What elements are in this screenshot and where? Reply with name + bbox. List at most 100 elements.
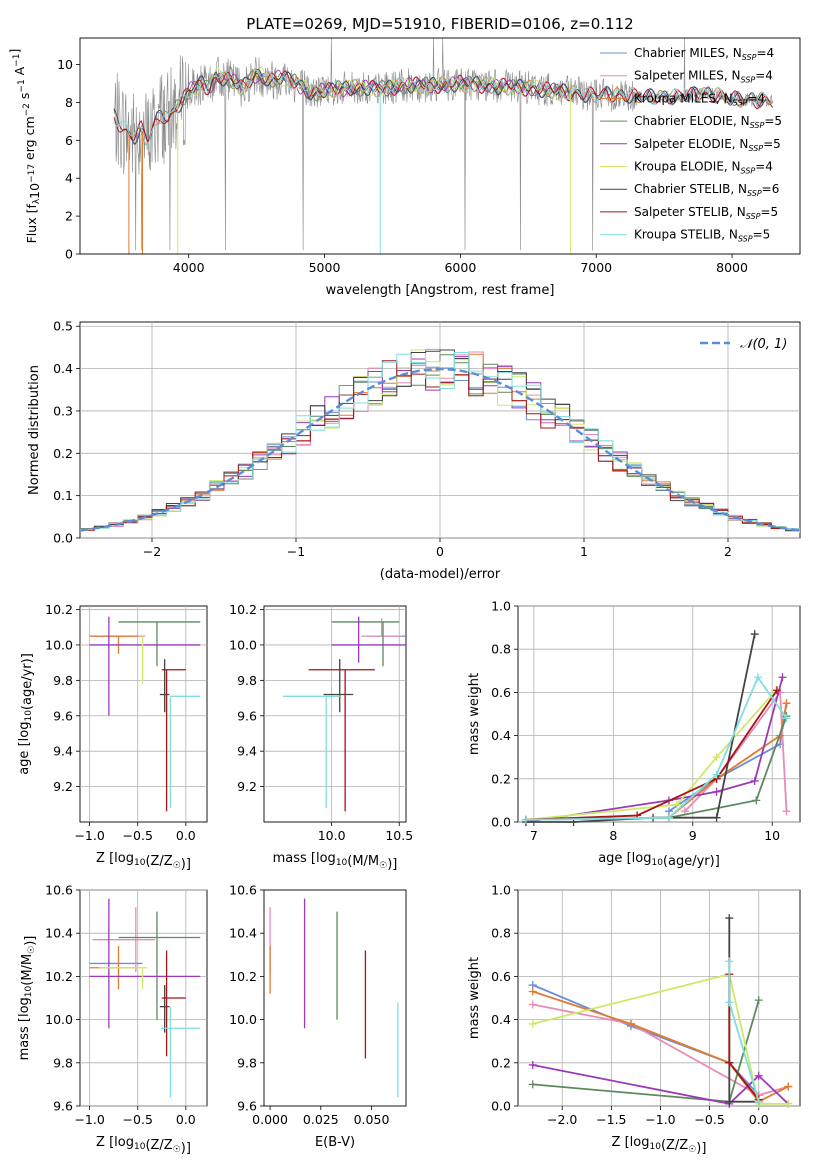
- x-tick-label: −2.0: [547, 1112, 577, 1127]
- weight-marker: [750, 630, 759, 639]
- y-tick-label: 10.4: [45, 926, 73, 941]
- gaussian-curve: [80, 367, 800, 532]
- weight-line: [525, 675, 788, 821]
- weight-lines: [528, 914, 793, 1108]
- axes-frame: [79, 605, 208, 823]
- weight-marker: [772, 686, 781, 695]
- y-tick-label: 9.4: [237, 744, 257, 759]
- x-axis-label: Z [log10(Z/Z☉)]: [96, 851, 191, 872]
- y-tick-label: 0.0: [53, 531, 73, 546]
- spectrum-data-line: [113, 38, 773, 251]
- y-tick-label: 8: [65, 95, 73, 110]
- weight-marker: [528, 987, 537, 996]
- x-tick-label: 0.0: [176, 828, 196, 843]
- y-tick-label: 0.4: [53, 361, 73, 376]
- weight-lines: [521, 630, 791, 826]
- y-tick-label: 0.6: [491, 969, 511, 984]
- weight-marker: [528, 1080, 537, 1089]
- x-tick-label: 8: [609, 828, 617, 843]
- weight-marker: [528, 1060, 537, 1069]
- x-tick-label: −1.0: [74, 1112, 104, 1127]
- y-tick-label: 10.2: [45, 602, 73, 617]
- weight-marker: [521, 815, 530, 824]
- y-tick-label: 0.0: [491, 815, 511, 830]
- y-tick-label: 0.5: [53, 319, 73, 334]
- spectrum-model-line: [113, 70, 773, 143]
- mass-vs-ebv-plot: 0.000 0.025 0.050 9.6 9.8 10.0 10.2 10.4 10.6 E(B…: [229, 883, 407, 1150]
- spectrum-model-line: [174, 66, 569, 107]
- x-tick-label: 4000: [173, 260, 205, 275]
- x-axis-label: Z [log10(Z/Z☉)]: [612, 1135, 707, 1156]
- y-tick-label: 1.0: [491, 883, 511, 898]
- errorbars: [269, 898, 399, 1098]
- y-axis-label: mass weight: [467, 957, 482, 1039]
- x-tick-label: −0.5: [123, 1112, 153, 1127]
- legend-label: Salpeter STELIB, NSSP=5: [634, 205, 778, 221]
- weight-marker: [754, 1071, 763, 1080]
- x-tick-label: −2: [143, 544, 161, 559]
- x-tick-label: 8000: [716, 260, 748, 275]
- x-tick-label: −1.0: [74, 828, 104, 843]
- y-axis-label: Normed distribution: [27, 365, 42, 495]
- x-tick-label: 10: [764, 828, 780, 843]
- y-tick-label: 9.6: [53, 708, 73, 723]
- y-tick-label: 9.8: [237, 1055, 257, 1070]
- weight-line: [532, 973, 789, 1105]
- residual-histograms: [80, 348, 800, 533]
- axes-frame: [79, 889, 208, 1107]
- x-tick-label: 0.0: [749, 1112, 769, 1127]
- weight-line: [728, 918, 759, 1103]
- weight-line: [668, 703, 788, 819]
- y-tick-label: 9.8: [53, 1055, 73, 1070]
- weight-marker: [754, 996, 763, 1005]
- weight-marker: [782, 699, 791, 708]
- errorbars: [282, 616, 406, 812]
- x-axis-label: wavelength [Angstrom, rest frame]: [326, 283, 555, 298]
- x-tick-label: −1: [287, 544, 305, 559]
- y-tick-label: 9.8: [237, 673, 257, 688]
- weight-line: [525, 715, 788, 821]
- weight-marker: [725, 1097, 734, 1106]
- x-tick-label: 9: [689, 828, 697, 843]
- y-tick-label: 10.0: [45, 1012, 73, 1027]
- spectrum-model-line: [113, 68, 773, 145]
- x-axis-label: (data-model)/error: [380, 567, 501, 582]
- y-tick-label: 0: [65, 247, 73, 262]
- weight-line: [525, 689, 777, 821]
- errorbars: [89, 616, 201, 812]
- weight-marker: [712, 787, 721, 796]
- axes-frame: [517, 889, 801, 1107]
- y-tick-label: 0.2: [53, 446, 73, 461]
- legend-label: Salpeter MILES, NSSP=4: [634, 69, 773, 85]
- x-tick-label: 7: [530, 828, 538, 843]
- axes-frame: [263, 889, 407, 1107]
- y-tick-label: 9.6: [237, 708, 257, 723]
- x-tick-label: 1: [580, 544, 588, 559]
- figure-title: PLATE=0269, MJD=51910, FIBERID=0106, z=0…: [246, 15, 633, 33]
- weight-marker: [784, 1099, 793, 1108]
- y-tick-label: 10.6: [45, 883, 73, 898]
- x-tick-label: 0.025: [303, 1112, 339, 1127]
- y-tick-label: 9.2: [237, 779, 257, 794]
- weight-marker: [712, 753, 721, 762]
- mass-vs-Z-plot: −1.0 −0.5 0.0 9.6 9.8 10.0 10.2 10.4 10.6 Z [log1…: [17, 883, 208, 1156]
- y-axis-label: mass [log10(M/M☉)]: [17, 936, 38, 1061]
- y-axis-label: mass weight: [467, 673, 482, 755]
- weight-marker: [725, 914, 734, 923]
- y-tick-label: 0.8: [491, 642, 511, 657]
- x-tick-label: 0.0: [176, 1112, 196, 1127]
- y-tick-label: 10.0: [229, 1012, 257, 1027]
- residual-plot: −2 −1 0 1 2 0.0 0.1 0.2 0.3 0.4 0.5 𝒩(0, 1) (data-mo…: [27, 319, 801, 582]
- weight-line: [532, 984, 760, 1096]
- x-tick-label: −1.0: [645, 1112, 675, 1127]
- y-tick-label: 6: [65, 133, 73, 148]
- y-tick-label: 0.2: [491, 771, 511, 786]
- weight-marker: [754, 1097, 763, 1106]
- spectrum-model-line: [113, 69, 773, 147]
- y-axis-label: Flux [fλ10−17 erg cm−2 s−1 A−1]: [7, 49, 42, 244]
- x-axis-label: E(B-V): [315, 1135, 355, 1150]
- weight-line: [525, 689, 778, 821]
- y-tick-label: 0.8: [491, 926, 511, 941]
- axes-frame: [263, 605, 407, 823]
